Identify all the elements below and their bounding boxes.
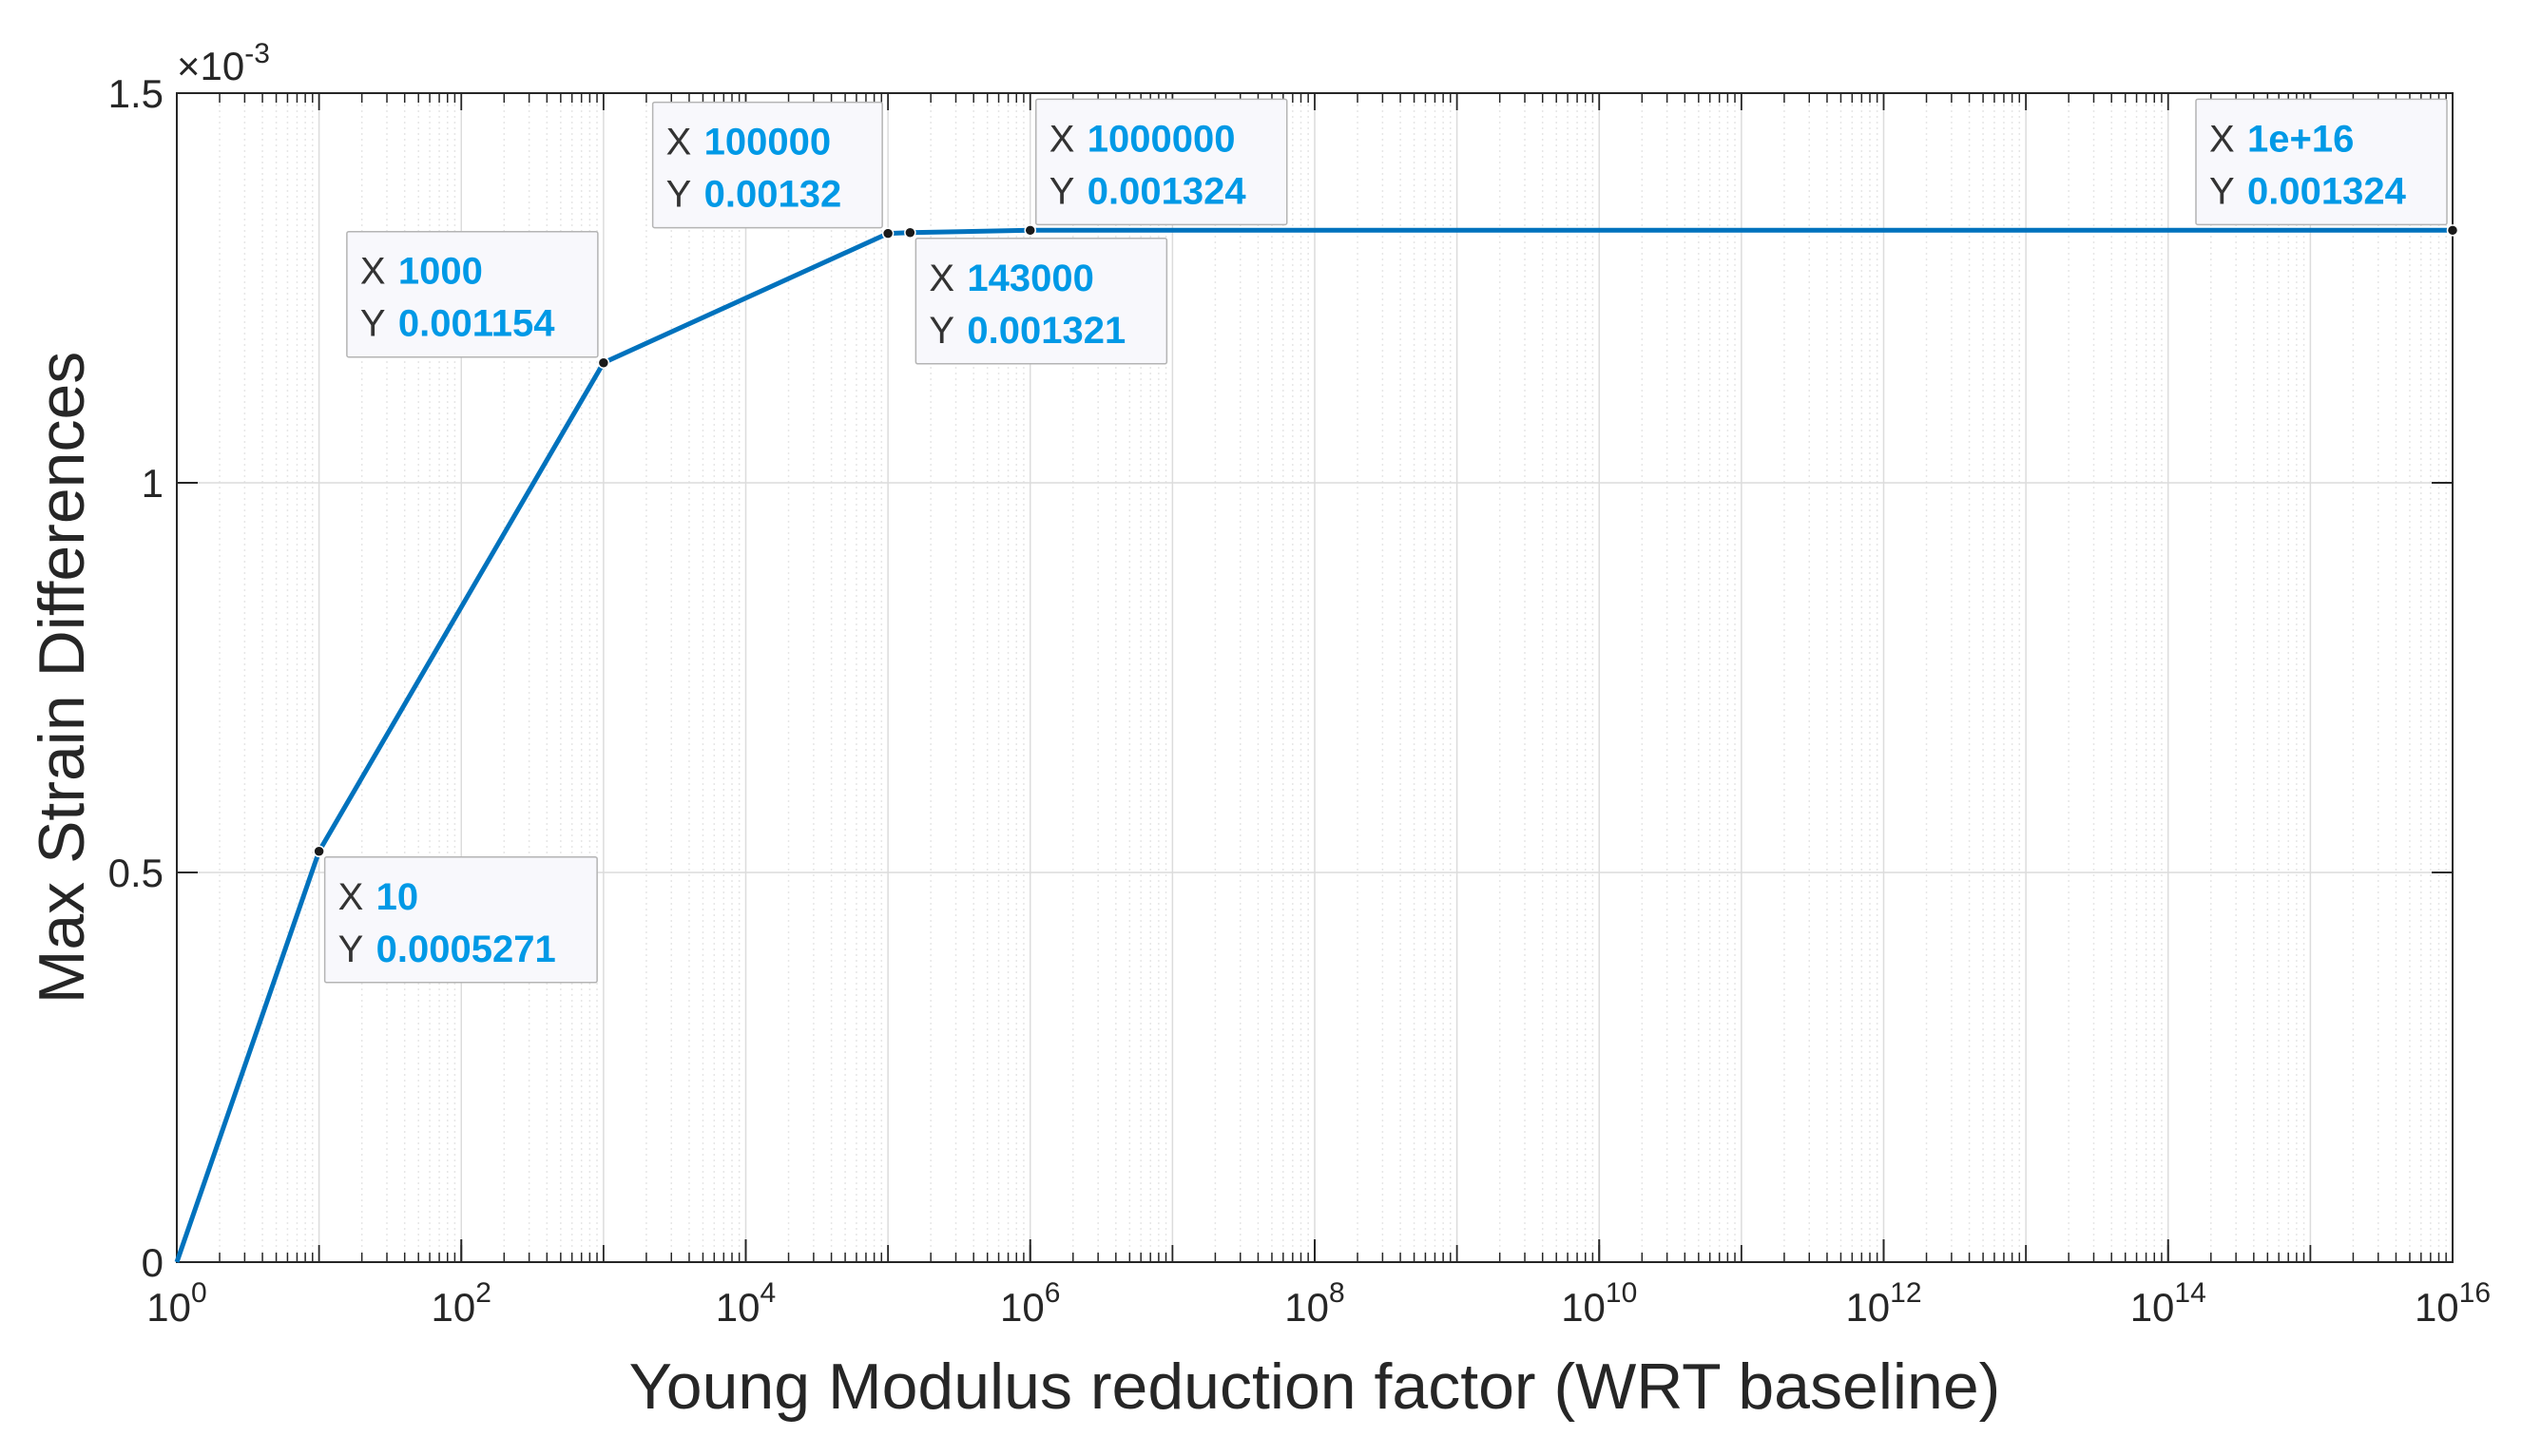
datatip-box [914,238,1168,365]
x-tick-label: 108 [1284,1277,1344,1330]
datatip-x-letter: X [2209,118,2235,160]
y-tick-label: 0 [142,1240,164,1285]
datatip-x-value: 1000000 [1088,118,1236,160]
y-tick-label: 0.5 [108,851,164,895]
x-tick-label: 1016 [2415,1277,2491,1330]
datatip: X 1000 Y 0.001154 [346,230,599,358]
datatip-x-value: 1e+16 [2247,118,2354,160]
x-tick-exponent: 14 [2174,1277,2205,1309]
datatip-y-value: 0.001154 [398,303,555,345]
datatip-y-value: 0.001324 [1088,170,1247,212]
datatip-x-value: 100000 [704,122,831,163]
x-tick-label: 104 [716,1277,776,1330]
datatip-box [2195,98,2448,226]
datatip-y-letter: Y [666,174,692,216]
x-tick-label: 1014 [2130,1277,2206,1330]
points-layer [313,224,2459,858]
datatip: X 100000 Y 0.00132 [651,101,883,229]
x-tick-label: 106 [1000,1277,1060,1330]
datatip-y-letter: Y [1049,170,1075,212]
y-tick-label: 1.5 [108,71,164,116]
x-tick-base: 10 [1845,1285,1890,1330]
x-tick-exponent: 2 [475,1277,491,1309]
datatip-y-value: 0.001324 [2247,170,2407,212]
x-tick-exponent: 12 [1890,1277,1921,1309]
datatip-box [1035,98,1288,226]
datatip-y-letter: Y [360,303,386,345]
datatip: X 1000000 Y 0.001324 [1035,98,1288,226]
x-tick-base: 10 [1000,1285,1045,1330]
data-point [1024,224,1036,237]
datatip-x-value: 10 [376,876,419,918]
x-tick-exponent: 16 [2459,1277,2491,1309]
x-tick-label: 1012 [1845,1277,1921,1330]
x-tick-base: 10 [1284,1285,1329,1330]
data-point [2446,224,2459,237]
datatip: X 1e+16 Y 0.001324 [2195,98,2448,226]
data-point [904,226,916,239]
x-tick-label: 1010 [1561,1277,1637,1330]
datatip-x-letter: X [338,876,364,918]
y-exponent-power: -3 [244,38,270,69]
datatip: X 10 Y 0.0005271 [323,856,598,984]
datatip-box [651,101,883,229]
x-tick-base: 10 [146,1285,191,1330]
y-exponent-base: ×10 [177,44,244,88]
datatip-x-letter: X [929,258,954,299]
x-tick-labels: 100 102 104 106 108 1010 1012 1014 1016 [146,1277,2491,1330]
datatip-y-value: 0.001321 [967,310,1126,352]
x-tick-exponent: 4 [760,1277,777,1309]
x-tick-exponent: 0 [191,1277,207,1309]
datatip-x-letter: X [666,122,692,163]
x-tick-exponent: 8 [1329,1277,1345,1309]
x-tick-base: 10 [1561,1285,1606,1330]
data-point [597,356,610,369]
datatip-y-letter: Y [2209,170,2235,212]
x-tick-label: 100 [146,1277,206,1330]
data-point [881,227,895,239]
data-point [313,845,325,858]
y-axis-label: Max Strain Differences [26,352,98,1005]
x-tick-base: 10 [716,1285,760,1330]
x-axis-label: Young Modulus reduction factor (WRT base… [629,1351,2001,1423]
datatip-x-value: 1000 [398,251,483,293]
datatip: X 143000 Y 0.001321 [914,238,1168,365]
datatip-y-letter: Y [929,310,954,352]
datatip-x-letter: X [360,251,386,293]
y-ticks [177,92,2453,1263]
datatip-box [346,230,599,358]
x-tick-base: 10 [2130,1285,2175,1330]
datatip-y-value: 0.0005271 [376,929,556,970]
x-tick-base: 10 [432,1285,476,1330]
minor-grid [219,93,2447,1262]
x-tick-exponent: 6 [1045,1277,1061,1309]
x-tick-label: 102 [432,1277,491,1330]
datatips-layer: X 10 Y 0.0005271 X 1000 Y 0.001154 X 100000 Y 0.001… [323,98,2448,984]
x-tick-exponent: 10 [1606,1277,1637,1309]
datatip-box [323,856,598,984]
datatip-x-value: 143000 [967,258,1093,299]
y-tick-label: 1 [142,461,164,506]
datatip-y-letter: Y [338,929,364,970]
y-tick-labels: 0 0.5 1 1.5 [108,71,164,1285]
y-exponent-label: ×10-3 [177,38,270,88]
datatip-y-value: 0.00132 [704,174,842,216]
datatip-x-letter: X [1049,118,1075,160]
x-tick-base: 10 [2415,1285,2459,1330]
